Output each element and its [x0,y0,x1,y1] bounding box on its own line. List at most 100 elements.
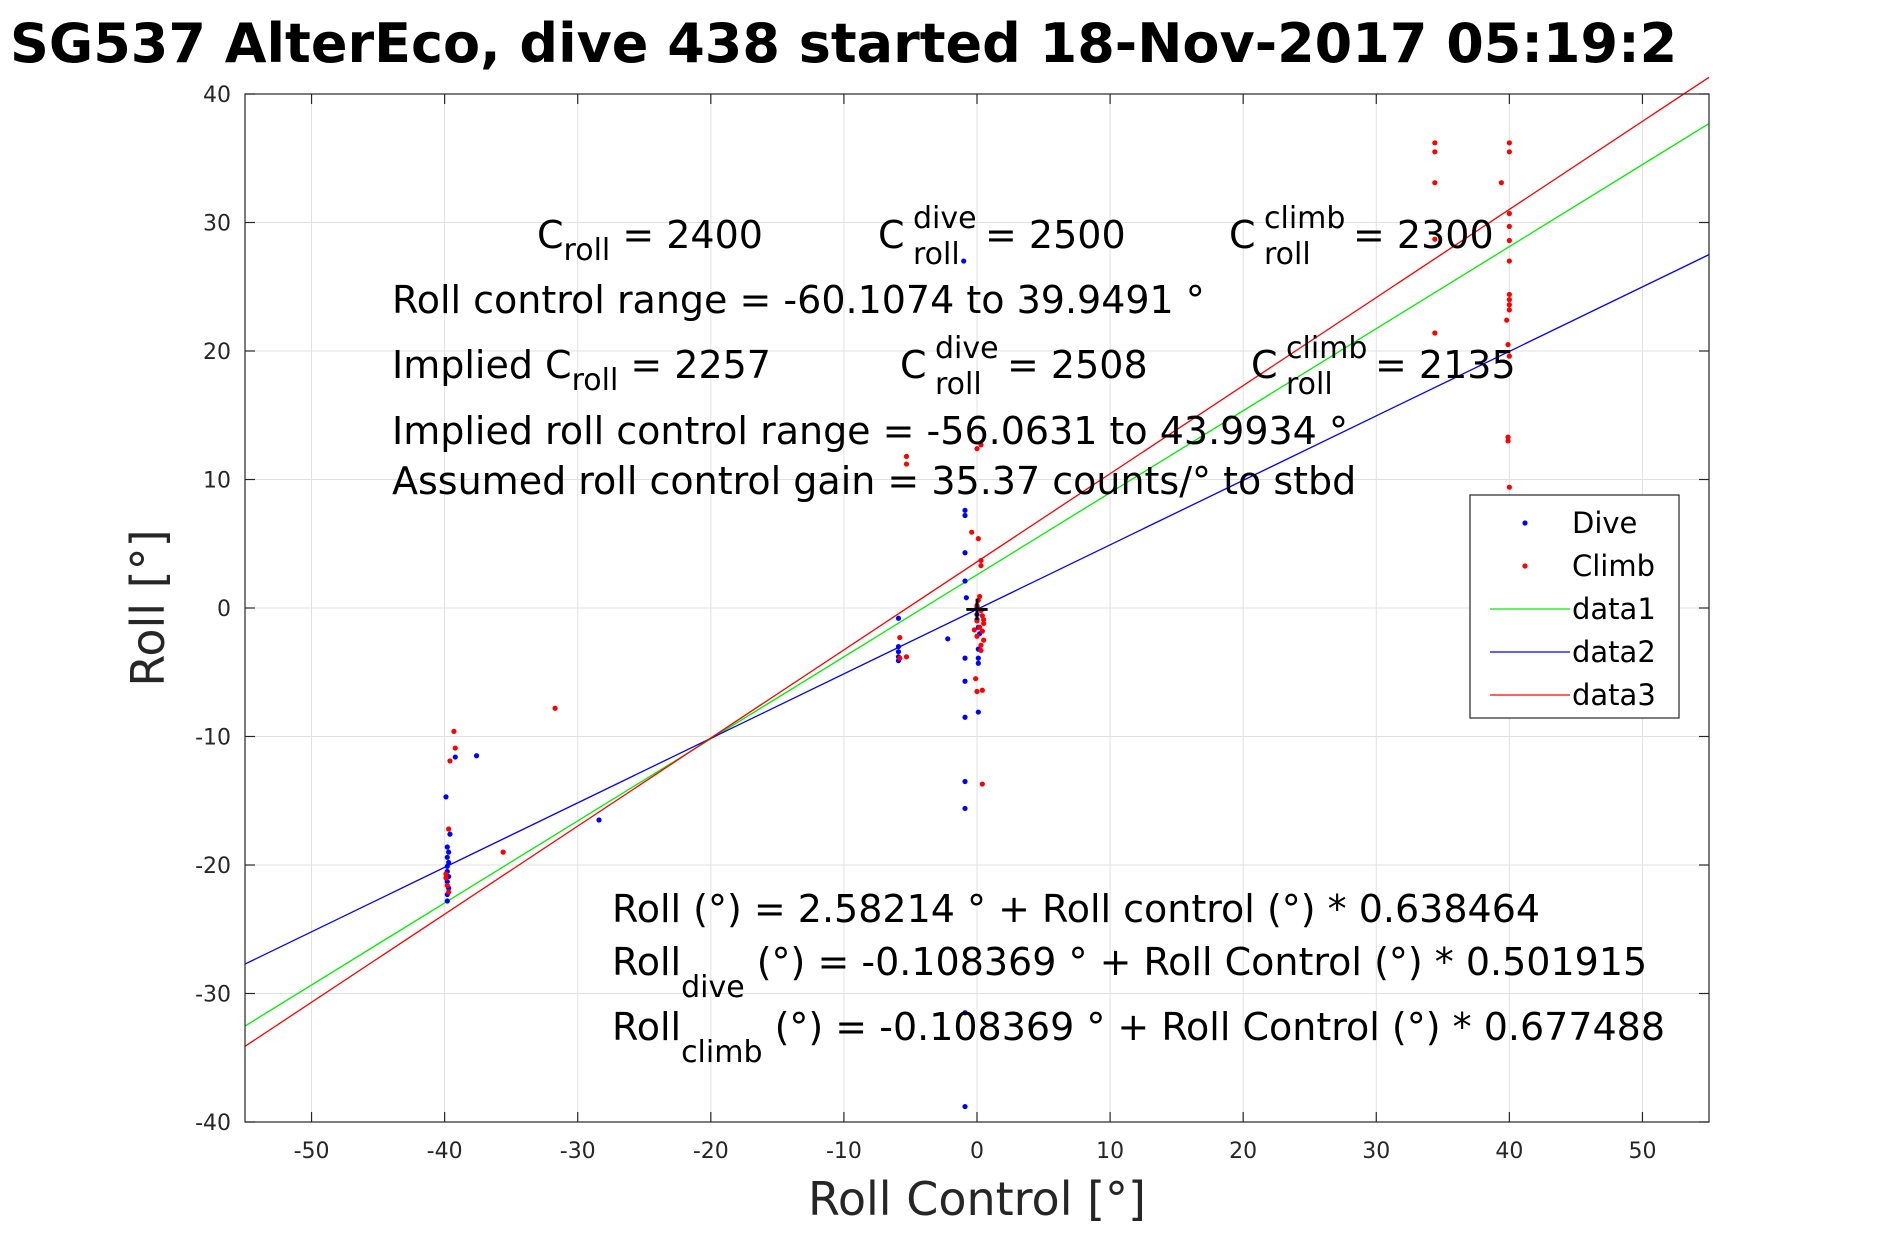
climb-point [977,593,983,600]
legend-label-data3: data3 [1572,678,1656,712]
climb-point [447,758,453,764]
fit-line-data2 [244,254,1710,965]
y-tick-label: 30 [203,212,231,237]
dive-point [945,636,951,642]
dive-point [444,844,450,850]
climb-point [552,705,558,711]
dive-point [452,754,458,760]
legend-box [1469,494,1680,719]
climb-point [974,446,980,452]
dive-point [895,643,902,650]
implied-c-dive: C [900,343,927,387]
fit-line-data1 [244,123,1710,1027]
dive-point [962,714,968,720]
dive-point [962,655,968,661]
climb-point [444,882,450,889]
y-tick-label: -10 [195,726,231,751]
dive-point [962,1010,968,1016]
dive-point [895,615,902,621]
climb-point [978,607,984,614]
fit-all-equation: Roll (°) = 2.58214 ° + Roll control (°) … [612,887,1540,931]
y-tick-label: -20 [195,854,231,879]
x-tick-label: -30 [560,1139,596,1164]
climb-point [977,624,983,630]
x-axis-label: Roll Control [°] [808,1172,1146,1226]
climb-point [443,875,449,881]
c-climb-value: = 2300 [1353,213,1494,257]
climb-point [446,889,452,895]
climb-point [1432,140,1438,146]
climb-point [981,637,987,643]
climb-point [1506,484,1512,490]
dive-point [446,849,452,855]
climb-point [1506,297,1512,303]
climb-point [903,453,910,459]
c-climb-annotation: C [1229,213,1256,257]
legend-label-data1: data1 [1572,592,1656,626]
x-tick-label: 50 [1628,1139,1656,1164]
climb-point [897,634,903,641]
legend-label-data2: data2 [1572,635,1656,669]
y-tick-label: 0 [217,597,231,622]
climb-point [897,655,903,661]
climb-point [500,849,506,855]
dive-point [962,550,968,556]
climb-point [978,562,984,569]
implied-c-roll: Implied Croll = 2257 [392,343,771,398]
dive-point [473,753,480,759]
implied-c-climb: C [1251,343,1278,387]
dive-point [447,831,453,837]
fit-line-data3 [244,76,1710,1047]
climb-point [903,461,910,467]
climb-point [1505,434,1511,440]
fit-climb-equation: Rollclimb (°) = -0.108369 ° + Roll Contr… [612,1005,1665,1070]
x-tick-label: 0 [970,1139,984,1164]
dive-point [962,507,968,513]
implied-c-climb-sup: climb [1286,331,1367,366]
dive-point [444,854,450,860]
dive-point [443,794,449,800]
y-axis-label: Roll [°] [121,529,175,686]
c-dive-value: = 2500 [985,213,1126,257]
dive-point [961,258,967,264]
dive-point [975,709,981,715]
legend-marker-dive [1522,520,1528,526]
climb-point [979,687,985,693]
climb-point [975,536,981,542]
climb-point [1432,330,1438,336]
implied-c-dive-sup: dive [935,331,999,366]
chart-title: SG537 AlterEco, dive 438 started 18-Nov-… [10,12,1677,75]
roll-control-range: Roll control range = -60.1074 to 39.9491… [392,278,1205,322]
x-tick-label: -10 [826,1139,862,1164]
climb-point [981,616,987,623]
implied-c-dive-sub: roll [935,367,982,402]
c-roll-annotation: Croll = 2400 [537,213,763,268]
x-tick-label: -20 [693,1139,729,1164]
climb-point [1506,307,1512,313]
climb-point [1504,317,1510,323]
climb-point [1506,302,1512,308]
c-climb-sup: climb [1264,201,1345,236]
climb-point [446,826,452,832]
climb-point [1432,149,1438,155]
climb-point [973,676,979,682]
climb-point [979,781,985,787]
climb-point [1505,438,1511,444]
y-tick-label: -40 [195,1111,231,1136]
y-tick-label: 10 [203,469,231,494]
y-tick-label: 40 [203,83,231,108]
annotations: Croll = 2400 C dive roll = 2500 C climb … [392,201,1665,1070]
implied-roll-control-range: Implied roll control range = -56.0631 to… [392,409,1348,453]
dive-point [962,678,968,684]
dive-point [962,512,968,519]
dive-point [975,660,981,666]
legend: Dive Climb data1 data2 data3 [1469,494,1680,719]
y-tick-label: -30 [195,983,231,1008]
climb-point [1498,180,1504,186]
c-dive-sub: roll [913,237,960,272]
climb-point [452,745,458,751]
climb-point [1506,291,1512,298]
climb-point [974,688,980,695]
dive-point [444,898,450,904]
scatter-points: + [443,140,1512,1110]
